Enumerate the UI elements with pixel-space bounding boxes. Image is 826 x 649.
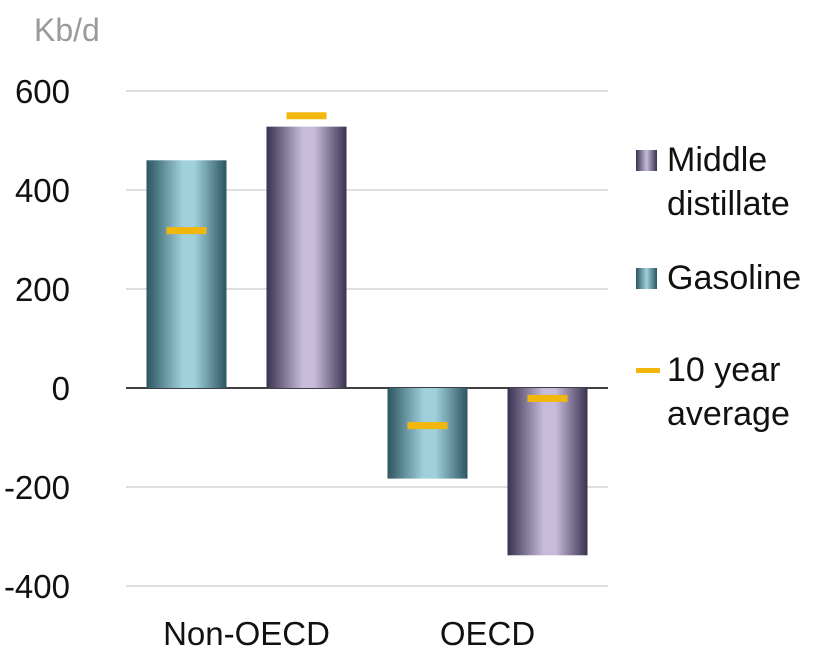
- y-tick-label: 400: [15, 172, 70, 209]
- bars: [146, 126, 588, 556]
- legend-item-10-year-average: 10 year average: [636, 348, 826, 436]
- legend-label-middle-distillate: Middle distillate: [667, 141, 790, 223]
- y-tick-label: -200: [4, 469, 70, 506]
- y-tick-label: 600: [15, 73, 70, 110]
- y-tick-label: 0: [52, 370, 70, 407]
- y-tick-label: -400: [4, 568, 70, 605]
- legend-label-gasoline: Gasoline: [667, 259, 802, 297]
- y-tick-labels: 600 400 200 0 -200 -400: [4, 73, 70, 605]
- legend-label-10-year-average: 10 year average: [667, 351, 790, 433]
- y-unit-label: Kb/d: [34, 12, 100, 48]
- average-mark-non-oecd-gasoline: [166, 227, 207, 235]
- legend-item-gasoline: Gasoline: [636, 256, 826, 300]
- x-tick-label: OECD: [440, 615, 535, 649]
- x-tick-label: Non-OECD: [163, 615, 330, 649]
- legend-swatch-middle-distillate: [636, 150, 657, 171]
- average-mark-non-oecd-middle-distillate: [286, 112, 327, 120]
- average-marks: [166, 112, 568, 430]
- average-mark-oecd-gasoline: [407, 422, 448, 430]
- legend-swatch-gasoline: [636, 268, 657, 289]
- average-mark-oecd-middle-distillate: [527, 394, 568, 402]
- x-tick-labels: Non-OECD OECD: [163, 615, 535, 649]
- bar-oecd-gasoline: [387, 388, 468, 479]
- bar-non-oecd-middle-distillate: [266, 126, 347, 388]
- legend: Middle distillate Gasoline 10 year avera…: [636, 138, 826, 436]
- y-tick-label: 200: [15, 271, 70, 308]
- bar-oecd-middle-distillate: [507, 388, 588, 556]
- legend-item-middle-distillate: Middle distillate: [636, 138, 826, 226]
- legend-dash-10-year-average: [636, 368, 660, 373]
- bar-non-oecd-gasoline: [146, 160, 227, 388]
